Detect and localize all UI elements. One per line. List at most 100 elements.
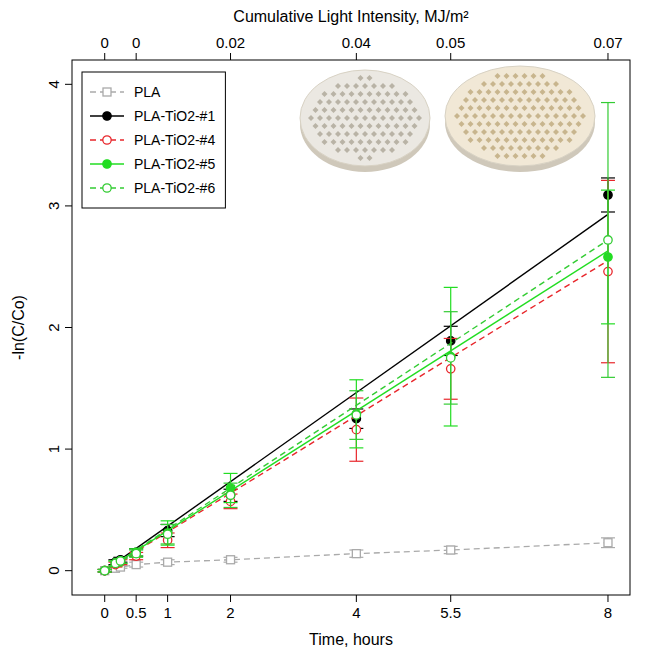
photo-hole	[513, 121, 519, 127]
photo-hole	[362, 115, 368, 121]
error-cap	[224, 473, 238, 474]
trend-line	[105, 261, 608, 571]
y-tick-label: 1	[45, 445, 62, 453]
x-tick-label: 0	[101, 604, 109, 621]
x2-tick-label: 0	[101, 34, 109, 51]
photo-hole	[326, 115, 332, 121]
photo-hole	[317, 115, 323, 121]
data-point	[101, 566, 109, 574]
photo-hole	[504, 137, 510, 143]
photo-hole	[490, 81, 496, 87]
data-point	[604, 236, 612, 244]
x2-tick-label: 0.02	[216, 34, 245, 51]
series	[98, 180, 615, 575]
photo-hole	[499, 113, 505, 119]
photo-hole	[508, 81, 514, 87]
photo-hole	[513, 137, 519, 143]
photo-hole	[385, 107, 391, 113]
photo-hole	[463, 129, 469, 135]
x-tick-label: 0.5	[126, 604, 147, 621]
photo-hole	[553, 113, 559, 119]
photo-hole	[544, 145, 550, 151]
photo-hole	[526, 113, 532, 119]
photo-hole	[322, 123, 328, 129]
error-cap	[349, 390, 363, 391]
y-tick	[65, 327, 72, 328]
photo-hole	[394, 139, 400, 145]
data-point	[116, 557, 124, 565]
photo-hole	[344, 147, 350, 153]
photo-hole	[549, 121, 555, 127]
photo-disc	[445, 66, 595, 166]
error-bar	[444, 546, 458, 553]
data-point	[132, 561, 140, 569]
y-tick-label: 2	[45, 323, 62, 331]
photo-hole	[504, 153, 510, 159]
photo-hole	[349, 91, 355, 97]
photo-hole	[459, 121, 465, 127]
photo-hole	[371, 131, 377, 137]
photo-hole	[371, 99, 377, 105]
photo-hole	[486, 105, 492, 111]
y-tick-label: 0	[45, 567, 62, 575]
photo-hole	[362, 99, 368, 105]
photo-hole	[549, 89, 555, 95]
series	[98, 178, 615, 575]
photo-hole	[567, 121, 573, 127]
photo-hole	[358, 91, 364, 97]
photo-hole	[362, 83, 368, 89]
photo-hole	[571, 97, 577, 103]
error-bar	[129, 550, 143, 557]
legend-marker	[103, 160, 111, 168]
photo-hole	[522, 153, 528, 159]
photo-hole	[412, 107, 418, 113]
photo-hole	[389, 147, 395, 153]
photo-hole	[576, 121, 582, 127]
photo-hole	[322, 91, 328, 97]
photo-hole	[380, 115, 386, 121]
photo-hole	[504, 105, 510, 111]
photo-hole	[486, 89, 492, 95]
photo-hole	[481, 145, 487, 151]
photo-hole	[517, 97, 523, 103]
photo-hole	[394, 123, 400, 129]
data-point	[101, 566, 109, 574]
data-point	[132, 549, 140, 557]
data-point	[604, 539, 612, 547]
photo-hole	[553, 81, 559, 87]
photo-hole	[499, 97, 505, 103]
photo-hole	[535, 129, 541, 135]
photo-hole	[531, 137, 537, 143]
error-bar	[349, 550, 363, 557]
photo-hole	[558, 121, 564, 127]
photo-hole	[371, 83, 377, 89]
series-line	[105, 543, 608, 571]
photo-hole	[490, 145, 496, 151]
trend-line	[105, 240, 608, 571]
photo-hole	[495, 153, 501, 159]
photo-hole	[407, 131, 413, 137]
error-cap	[444, 311, 458, 312]
photo-hole	[308, 115, 314, 121]
photo-hole	[322, 139, 328, 145]
photo-hole	[508, 129, 514, 135]
photo-hole	[540, 73, 546, 79]
photo-hole	[403, 123, 409, 129]
photo-hole	[403, 107, 409, 113]
x2-axis-title: Cumulative Light Intensity, MJ/m²	[233, 8, 469, 25]
error-bar	[601, 538, 615, 548]
photo-hole	[376, 139, 382, 145]
photo-hole	[576, 105, 582, 111]
photo-hole	[362, 131, 368, 137]
photo-hole	[367, 75, 373, 81]
legend-marker	[103, 88, 111, 96]
legend-label: PLA-TiO2-#6	[134, 180, 215, 196]
photo-hole	[344, 115, 350, 121]
photo-hole	[385, 91, 391, 97]
error-bar	[349, 391, 363, 440]
photo-hole	[513, 105, 519, 111]
photo-hole	[490, 129, 496, 135]
data-point	[163, 530, 171, 538]
photo-hole	[358, 123, 364, 129]
photo-hole	[535, 113, 541, 119]
